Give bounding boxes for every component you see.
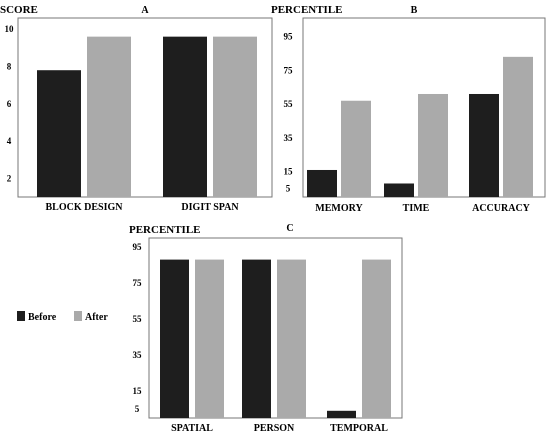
panel-c-category-label-2: TEMPORAL — [330, 423, 388, 434]
bar-c-before-1 — [242, 259, 271, 418]
bar-b-after-2 — [503, 56, 533, 197]
bar-b-before-2 — [469, 93, 499, 197]
panel-c-category-label-1: PERSON — [254, 423, 295, 434]
panel-a-bars — [37, 36, 257, 198]
bar-a-after-0 — [87, 36, 131, 198]
panel-a-y-tick-1: 4 — [7, 136, 12, 146]
panel-c-y-tick-0: 5 — [135, 404, 140, 414]
panel-c-y-tick-2: 35 — [133, 350, 143, 360]
panel-a-y-tick-4: 10 — [5, 24, 15, 34]
panel-a-y-tick-3: 8 — [7, 61, 12, 71]
panel-a-y-ticks: 2 4 6 8 10 — [5, 24, 15, 183]
bar-b-before-1 — [384, 183, 414, 197]
panel-b-y-tick-1: 15 — [284, 167, 294, 177]
panel-c-letter: C — [286, 223, 293, 234]
panel-c-y-tick-5: 95 — [133, 242, 143, 252]
panel-c-category-label-0: SPATIAL — [171, 423, 213, 434]
panel-c-y-tick-3: 55 — [133, 314, 143, 324]
bar-a-before-1 — [163, 36, 207, 198]
bar-a-before-0 — [37, 70, 81, 197]
bar-c-before-0 — [160, 259, 189, 418]
bar-b-after-1 — [418, 93, 448, 197]
bar-b-after-0 — [341, 100, 371, 197]
legend: Before After — [17, 311, 108, 323]
panel-a-letter: A — [141, 5, 149, 16]
bar-c-after-2 — [362, 259, 391, 418]
panel-b-y-tick-3: 55 — [284, 99, 294, 109]
panel-b-y-tick-2: 35 — [284, 133, 294, 143]
panel-b-y-tick-0: 5 — [286, 184, 291, 194]
panel-a-frame — [17, 17, 273, 198]
panel-c-y-ticks: 5 15 35 55 75 95 — [133, 242, 143, 414]
legend-label-after: After — [85, 312, 108, 323]
panel-b-category-label-0: MEMORY — [315, 203, 363, 214]
legend-label-before: Before — [28, 312, 57, 323]
panel-b-y-tick-5: 95 — [284, 32, 294, 42]
bar-c-before-2 — [327, 410, 356, 418]
panel-b-y-ticks: 5 15 35 55 75 95 — [284, 32, 294, 194]
panel-a-ylabel: SCORE — [0, 4, 38, 16]
panel-a-y-tick-2: 6 — [7, 99, 12, 109]
panel-c-categories: SPATIAL PERSON TEMPORAL — [171, 423, 388, 434]
panel-b: PERCENTILE B 5 15 35 55 75 95 MEMORY TIME ACCUR… — [271, 4, 546, 214]
panel-c-y-tick-4: 75 — [133, 278, 143, 288]
panel-c: PERCENTILE C 5 15 35 55 75 95 SPATIAL PERSON TE… — [129, 223, 403, 434]
panel-c-y-tick-1: 15 — [133, 386, 143, 396]
panel-a-y-tick-0: 2 — [7, 173, 12, 183]
panel-b-ylabel: PERCENTILE — [271, 4, 343, 16]
panel-c-bars — [160, 259, 391, 418]
panel-b-bars — [307, 56, 533, 197]
bar-c-after-1 — [277, 259, 306, 418]
panel-c-frame — [148, 237, 403, 419]
panel-b-categories: MEMORY TIME ACCURACY — [315, 203, 530, 214]
legend-swatch-after — [74, 311, 82, 321]
panel-a-category-label-0: BLOCK DESIGN — [46, 202, 124, 213]
bar-a-after-1 — [213, 36, 257, 198]
panel-b-category-label-2: ACCURACY — [472, 203, 531, 214]
panel-b-y-tick-4: 75 — [284, 65, 294, 75]
panel-a-categories: BLOCK DESIGN DIGIT SPAN — [46, 202, 240, 213]
panel-a: SCORE A 2 4 6 8 10 BLOCK DESIGN DIGIT SPAN — [0, 4, 273, 213]
bar-c-after-0 — [195, 259, 224, 418]
panel-b-category-label-1: TIME — [403, 203, 430, 214]
panel-c-ylabel: PERCENTILE — [129, 224, 201, 236]
bar-b-before-0 — [307, 169, 337, 197]
panel-b-letter: B — [411, 5, 418, 16]
legend-swatch-before — [17, 311, 25, 321]
panel-a-category-label-1: DIGIT SPAN — [181, 202, 239, 213]
